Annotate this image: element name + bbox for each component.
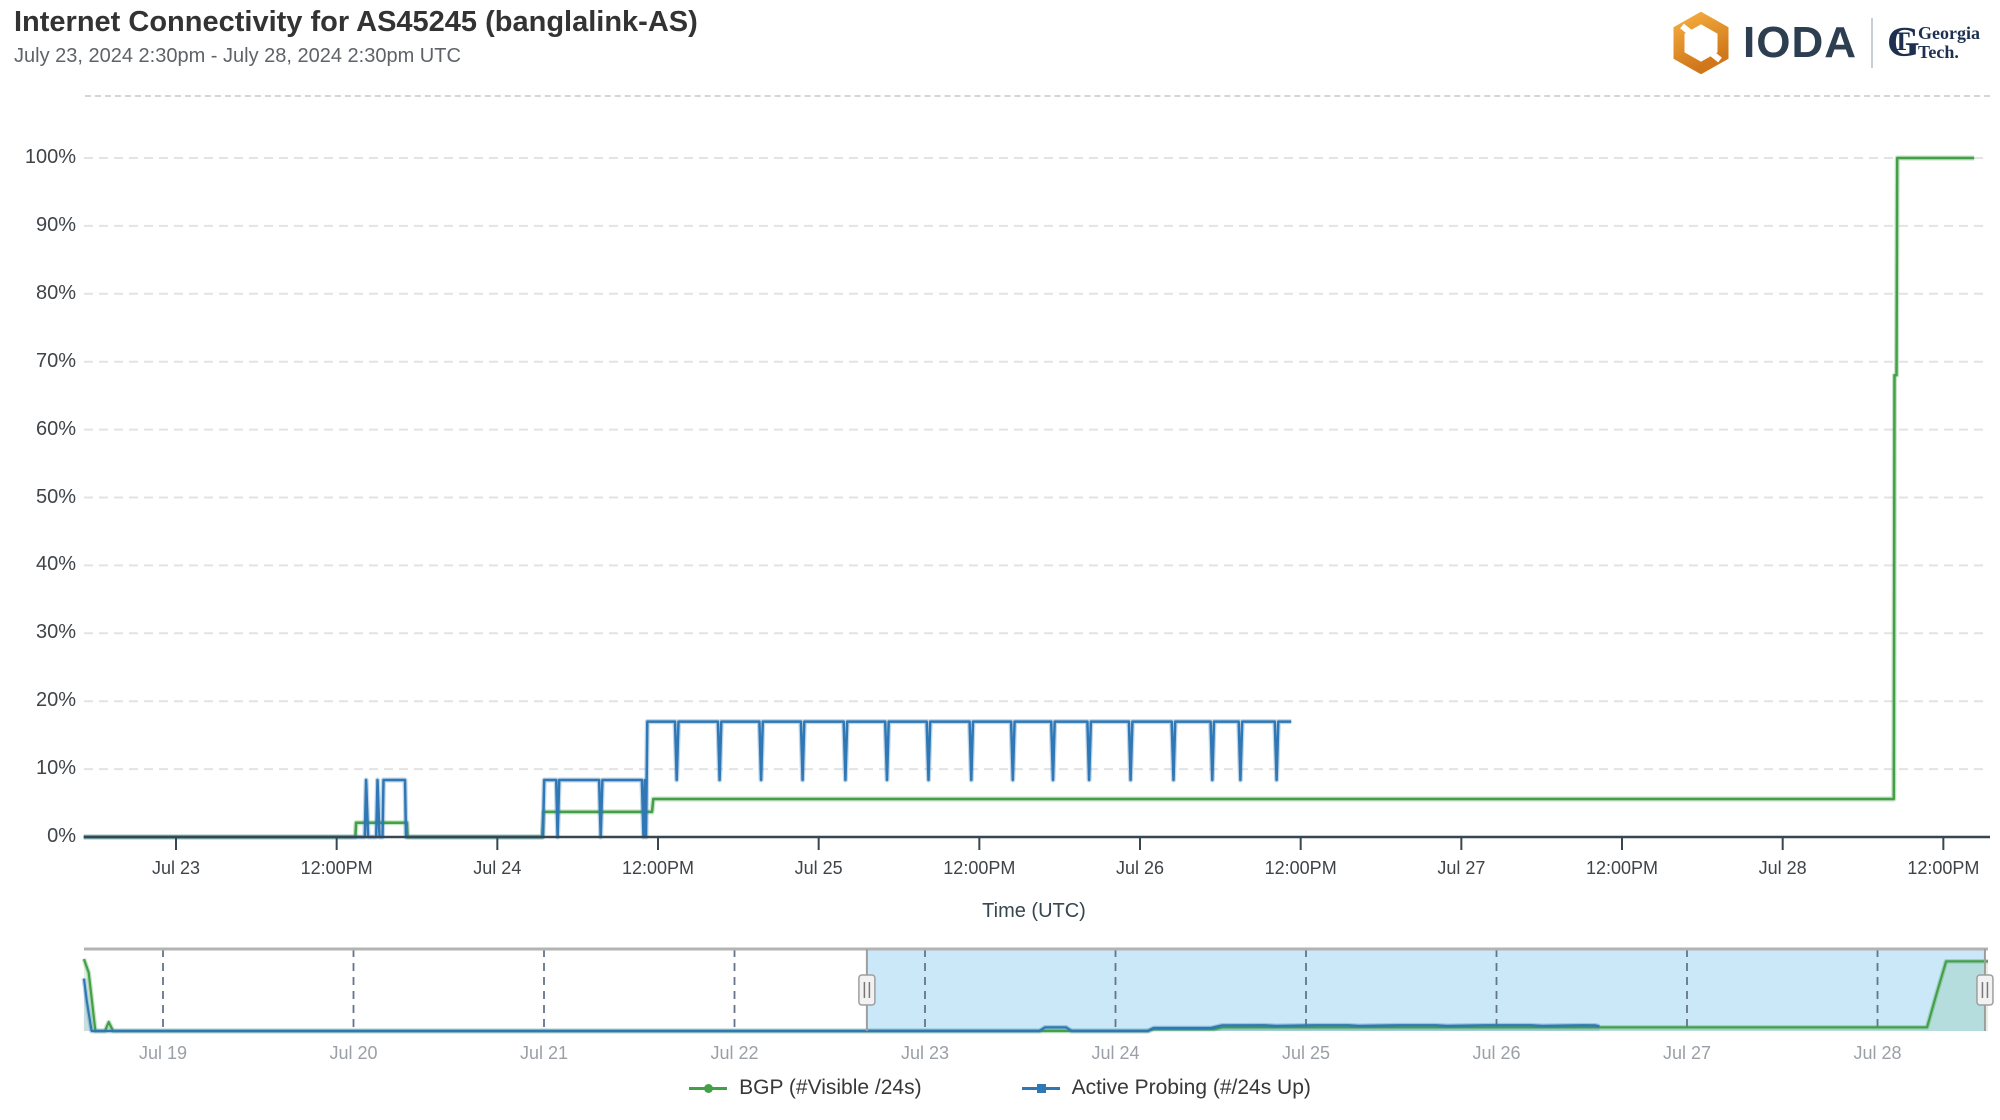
georgia-tech-logo: GT Georgia Tech. bbox=[1887, 22, 1980, 64]
brand-divider bbox=[1871, 18, 1873, 68]
date-range-subtitle: July 23, 2024 2:30pm - July 28, 2024 2:3… bbox=[14, 45, 461, 68]
brush-handle[interactable] bbox=[858, 974, 876, 1006]
x-tick-label: 12:00PM bbox=[1585, 858, 1659, 878]
navigator-tick-label: Jul 19 bbox=[138, 1043, 188, 1063]
y-tick-label: 50% bbox=[35, 485, 76, 508]
x-tick-label: Jul 23 bbox=[151, 858, 201, 878]
y-tick-label: 80% bbox=[35, 281, 76, 304]
header: Internet Connectivity for AS45245 (bangl… bbox=[14, 6, 1980, 74]
bgp-line-dot-icon bbox=[689, 1083, 728, 1093]
navigator-tick-label: Jul 21 bbox=[519, 1043, 569, 1063]
chart-legend: BGP (#Visible /24s) Active Probing (#/24… bbox=[0, 1076, 2000, 1100]
x-tick-label: 12:00PM bbox=[1907, 858, 1980, 878]
legend-label-bgp: BGP (#Visible /24s) bbox=[739, 1076, 922, 1099]
y-tick-label: 10% bbox=[35, 757, 76, 780]
navigator-tick-label: Jul 25 bbox=[1281, 1043, 1331, 1063]
navigator-tick-label: Jul 24 bbox=[1091, 1043, 1140, 1063]
brush-handle[interactable] bbox=[1976, 974, 1994, 1006]
x-tick-label: Jul 24 bbox=[473, 858, 522, 878]
navigator-tick-label: Jul 26 bbox=[1472, 1043, 1521, 1063]
x-tick-label: Jul 28 bbox=[1758, 858, 1807, 878]
y-tick-label: 30% bbox=[35, 621, 76, 644]
x-tick-label: 12:00PM bbox=[621, 858, 695, 878]
legend-label-active-probing: Active Probing (#/24s Up) bbox=[1071, 1076, 1311, 1099]
navigator-tick-label: Jul 22 bbox=[710, 1043, 759, 1063]
x-tick-label: Jul 27 bbox=[1437, 858, 1486, 878]
x-tick-label: 12:00PM bbox=[300, 858, 373, 878]
y-tick-label: 70% bbox=[35, 349, 76, 372]
probing-line-square-icon bbox=[1021, 1083, 1060, 1093]
x-tick-label: Jul 25 bbox=[794, 858, 843, 878]
georgia-tech-text: Georgia Tech. bbox=[1918, 23, 1980, 62]
x-tick-label: Jul 26 bbox=[1115, 858, 1165, 878]
y-tick-label: 0% bbox=[47, 825, 76, 847]
header-separator bbox=[85, 95, 1990, 97]
brand-logos: IODA GT Georgia Tech. bbox=[1673, 6, 1980, 74]
ioda-hexagon-icon bbox=[1673, 12, 1729, 74]
navigator-tick-label: Jul 27 bbox=[1662, 1043, 1712, 1063]
y-tick-label: 20% bbox=[35, 689, 76, 712]
legend-item-active-probing[interactable]: Active Probing (#/24s Up) bbox=[1021, 1076, 1311, 1100]
navigator-tick-label: Jul 20 bbox=[329, 1043, 378, 1063]
legend-item-bgp[interactable]: BGP (#Visible /24s) bbox=[689, 1076, 922, 1100]
ioda-wordmark: IODA bbox=[1743, 18, 1857, 67]
navigator-tick-label: Jul 23 bbox=[900, 1043, 950, 1063]
gt-monogram-icon: GT bbox=[1887, 20, 1920, 66]
x-tick-label: 12:00PM bbox=[943, 858, 1016, 878]
x-axis-title: Time (UTC) bbox=[982, 900, 1086, 922]
header-titles: Internet Connectivity for AS45245 (bangl… bbox=[14, 6, 698, 68]
y-tick-label: 100% bbox=[24, 146, 76, 168]
page-title: Internet Connectivity for AS45245 (bangl… bbox=[14, 6, 698, 38]
y-tick-label: 90% bbox=[35, 213, 76, 236]
y-tick-label: 60% bbox=[35, 417, 76, 440]
y-tick-label: 40% bbox=[35, 553, 76, 576]
x-tick-label: 12:00PM bbox=[1264, 858, 1337, 878]
navigator-tick-label: Jul 28 bbox=[1853, 1043, 1902, 1063]
